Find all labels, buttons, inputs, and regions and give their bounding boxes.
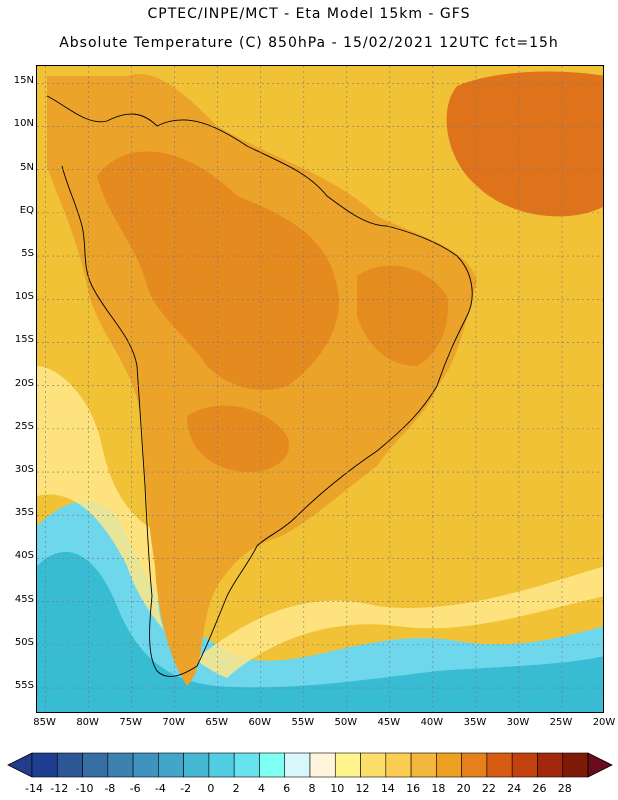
legend-swatch — [436, 752, 462, 778]
latitude-tick-label: 25S — [14, 420, 34, 432]
latitude-tick-label: 5N — [20, 161, 34, 173]
legend-tick-label: 10 — [330, 782, 345, 795]
legend-swatch — [31, 752, 58, 778]
legend-swatch — [233, 752, 260, 778]
legend-tick-label: 0 — [207, 782, 215, 795]
temperature-map — [37, 66, 603, 712]
longitude-tick-label: 40W — [420, 717, 444, 728]
legend-swatch — [360, 752, 387, 778]
longitude-tick-label: 45W — [377, 717, 401, 728]
legend-swatch — [259, 752, 286, 778]
coastline — [46, 95, 473, 677]
legend-tick-label: 18 — [431, 782, 446, 795]
legend-swatch — [208, 752, 235, 778]
chart-subtitle: Absolute Temperature (C) 850hPa - 15/02/… — [59, 35, 559, 51]
longitude-tick-label: 30W — [506, 717, 530, 728]
legend-tick-label: 26 — [532, 782, 547, 795]
legend-tick-label: 14 — [380, 782, 395, 795]
amazon-warm-core — [357, 265, 448, 366]
legend-swatch — [309, 752, 336, 778]
legend-tick-label: 16 — [406, 782, 421, 795]
andes-cool-zone — [37, 366, 603, 678]
longitude-tick-label: 20W — [592, 717, 616, 728]
legend-tick-label: 28 — [557, 782, 572, 795]
graticule — [37, 66, 603, 712]
latitude-tick-label: 20S — [14, 377, 34, 389]
amazon-warm-core — [97, 151, 339, 390]
longitude-tick-label: 35W — [463, 717, 487, 728]
legend-tick-label: -12 — [50, 782, 69, 795]
latitude-tick-label: EQ — [19, 204, 34, 216]
legend-swatch — [284, 752, 311, 778]
legend-swatch — [158, 752, 184, 778]
ne-atlantic-warm-patch — [446, 71, 603, 217]
legend-overflow-arrow — [587, 752, 613, 778]
longitude-tick-label: 25W — [549, 717, 573, 728]
color-legend — [7, 752, 613, 778]
legend-swatch — [107, 752, 134, 778]
latitude-tick-label: 10N — [13, 118, 34, 130]
southern-cold-core — [37, 551, 603, 712]
legend-tick-label: -6 — [129, 782, 141, 795]
longitude-tick-label: 50W — [334, 717, 358, 728]
legend-tick-label: -2 — [180, 782, 192, 795]
legend-tick-label: 6 — [283, 782, 291, 795]
legend-tick-label: 2 — [232, 782, 240, 795]
legend-tick-label: 24 — [507, 782, 522, 795]
latitude-tick-label: 55S — [14, 680, 34, 692]
chart-title: CPTEC/INPE/MCT - Eta Model 15km - GFS — [147, 6, 471, 22]
legend-tick-label: 4 — [257, 782, 265, 795]
longitude-tick-label: 85W — [33, 717, 56, 728]
legend-swatch — [511, 752, 538, 778]
legend-swatch — [132, 752, 159, 778]
legend-swatch — [537, 752, 564, 778]
longitude-tick-label: 75W — [119, 717, 142, 728]
legend-tick-label: 8 — [308, 782, 316, 795]
legend-swatch — [486, 752, 513, 778]
longitude-tick-label: 70W — [162, 717, 185, 728]
amazon-warm-core — [187, 405, 289, 472]
legend-swatch — [183, 752, 210, 778]
latitude-tick-label: 5S — [21, 248, 34, 260]
longitude-tick-label: 55W — [291, 717, 315, 728]
legend-swatch — [56, 752, 83, 778]
latitude-tick-label: 45S — [14, 593, 34, 605]
latitude-tick-label: 40S — [14, 550, 34, 562]
legend-tick-label: 22 — [481, 782, 496, 795]
longitude-tick-label: 80W — [76, 717, 99, 728]
latitude-tick-label: 15N — [13, 75, 34, 87]
legend-swatch — [82, 752, 109, 778]
legend-tick-label: -14 — [25, 782, 43, 795]
longitude-tick-label: 65W — [205, 717, 229, 728]
legend-tick-label: 20 — [456, 782, 471, 795]
legend-underflow-arrow — [7, 752, 33, 778]
legend-swatch — [562, 752, 589, 778]
legend-tick-label: -10 — [75, 782, 94, 795]
latitude-tick-label: 10S — [14, 291, 34, 303]
latitude-tick-label: 50S — [14, 636, 34, 648]
legend-swatch — [334, 752, 361, 778]
legend-tick-label: -4 — [154, 782, 166, 795]
map-panel — [36, 65, 604, 713]
legend-swatch — [461, 752, 488, 778]
latitude-tick-label: 30S — [14, 464, 34, 476]
latitude-tick-label: 35S — [14, 507, 34, 519]
legend-swatch — [410, 752, 437, 778]
longitude-tick-label: 60W — [248, 717, 272, 728]
legend-swatch — [385, 752, 412, 778]
legend-tick-label: -8 — [104, 782, 116, 795]
legend-tick-label: 12 — [355, 782, 370, 795]
latitude-tick-label: 15S — [14, 334, 34, 346]
